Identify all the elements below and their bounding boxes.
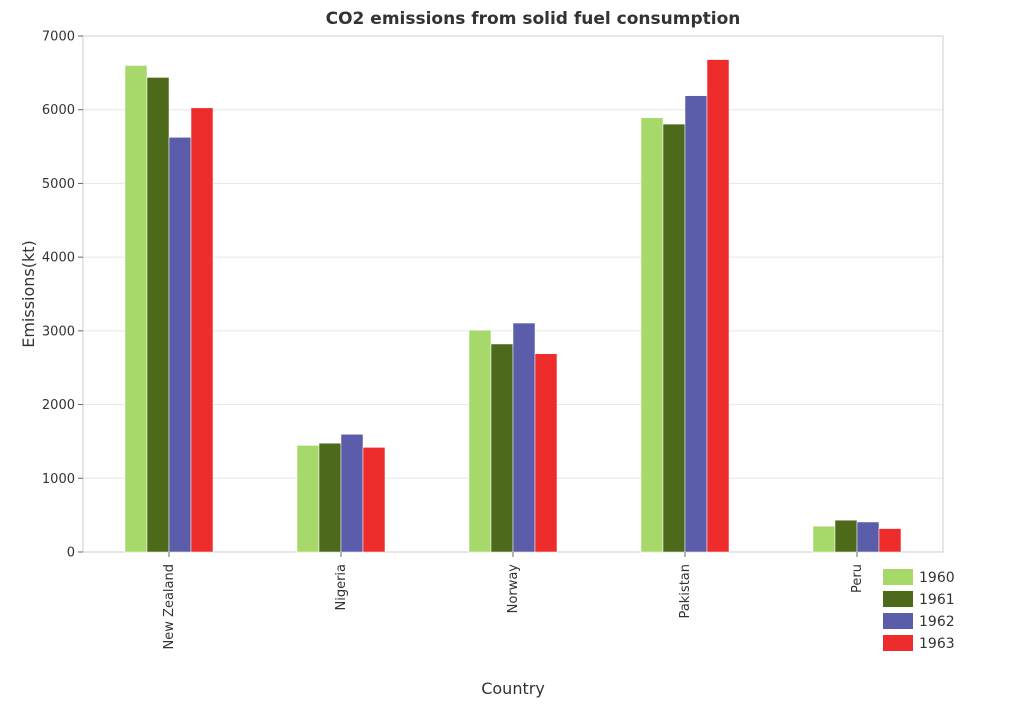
bar-1960-norway — [468, 329, 492, 553]
bar-1962-norway — [512, 322, 536, 553]
bars — [124, 59, 902, 553]
bar-1963-peru — [878, 528, 902, 553]
legend-swatch — [883, 613, 913, 629]
bar-1961-norway — [490, 343, 514, 553]
bar-1963-nigeria — [362, 447, 386, 553]
y-tick-label: 2000 — [42, 398, 75, 413]
bar-1960-pakistan — [640, 117, 664, 553]
bar-1963-new-zealand — [190, 107, 214, 553]
bar-1961-pakistan — [662, 123, 686, 553]
bar-1963-norway — [534, 353, 558, 553]
y-tick-label: 0 — [67, 546, 75, 561]
bar-1961-peru — [834, 519, 858, 553]
bar-1961-nigeria — [318, 442, 342, 553]
y-axis-ticks: 0 1000 2000 3000 4000 5000 6000 7000 — [42, 30, 83, 561]
bar-1963-pakistan — [706, 59, 730, 553]
x-axis-ticks: New Zealand Nigeria Norway Pakistan Peru — [162, 552, 865, 649]
legend-label: 1960 — [919, 570, 955, 586]
y-tick-label: 6000 — [42, 103, 75, 118]
x-tick-label: Peru — [850, 564, 865, 593]
legend-swatch — [883, 591, 913, 607]
bar-1961-new-zealand — [146, 77, 170, 553]
bar-1962-pakistan — [684, 95, 708, 553]
bar-1960-nigeria — [296, 445, 320, 553]
x-tick-label: Nigeria — [334, 564, 349, 611]
y-tick-label: 3000 — [42, 324, 75, 339]
bar-1960-peru — [812, 525, 836, 553]
x-axis-title: Country — [481, 679, 545, 698]
y-tick-label: 1000 — [42, 472, 75, 487]
legend-swatch — [883, 569, 913, 585]
legend: 1960 1961 1962 1963 — [883, 569, 955, 652]
x-tick-label: Norway — [506, 564, 521, 614]
y-axis-title: Emissions(kt) — [19, 240, 38, 348]
bar-1962-peru — [856, 521, 880, 553]
bar-1962-new-zealand — [168, 137, 192, 553]
x-tick-label: New Zealand — [162, 564, 177, 649]
legend-label: 1962 — [919, 614, 955, 630]
legend-label: 1961 — [919, 592, 955, 608]
bar-1962-nigeria — [340, 434, 364, 553]
y-tick-label: 5000 — [42, 177, 75, 192]
legend-label: 1963 — [919, 636, 955, 652]
legend-swatch — [883, 635, 913, 651]
bar-1960-new-zealand — [124, 65, 148, 553]
y-tick-label: 4000 — [42, 251, 75, 266]
y-tick-label: 7000 — [42, 30, 75, 45]
x-tick-label: Pakistan — [678, 564, 693, 618]
chart-title: CO2 emissions from solid fuel consumptio… — [326, 9, 741, 29]
